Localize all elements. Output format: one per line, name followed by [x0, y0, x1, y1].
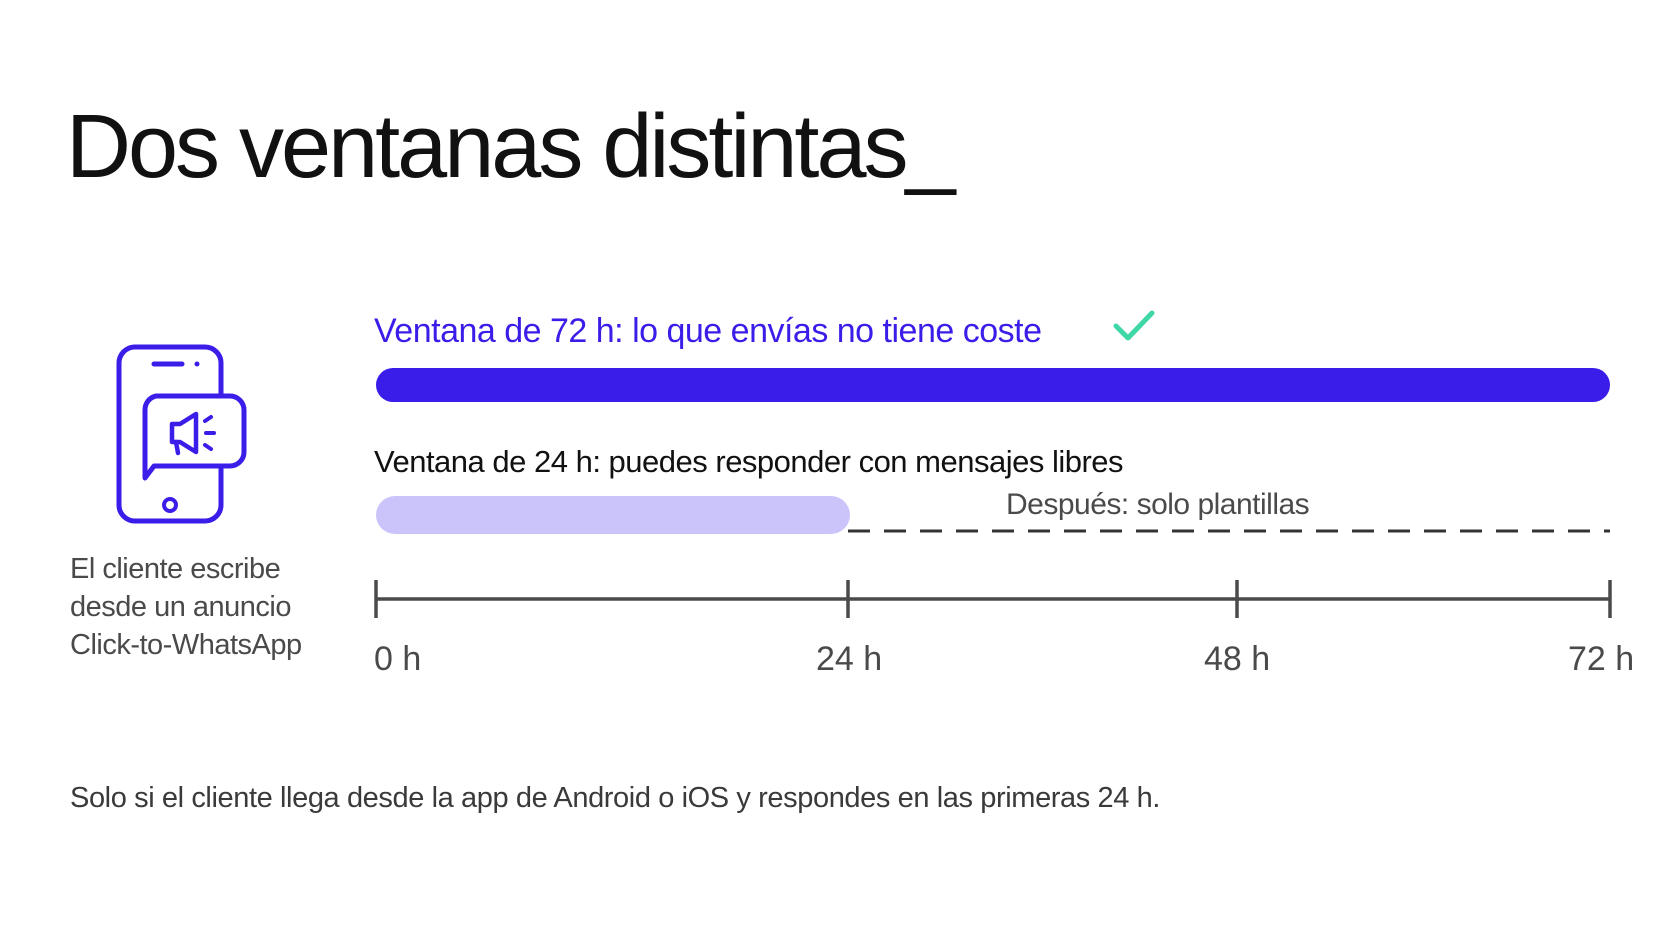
tick-label-0h: 0 h: [374, 640, 422, 678]
phone-megaphone-icon: [112, 340, 257, 530]
templates-only-dashed-line: [848, 529, 1610, 533]
icon-caption: El cliente escribe desde un anuncio Clic…: [70, 550, 340, 664]
caption-line: El cliente escribe: [70, 553, 281, 585]
window-24h-label: Ventana de 24 h: puedes responder con me…: [374, 444, 1124, 479]
caption-line: desde un anuncio: [70, 591, 291, 623]
window-24h-bar: [376, 496, 850, 534]
page-title: Dos ventanas distintas_: [66, 97, 956, 197]
timeline-axis: [374, 580, 1612, 618]
caption-line: Click-to-WhatsApp: [70, 629, 302, 661]
window-72h-label: Ventana de 72 h: lo que envías no tiene …: [374, 312, 1042, 350]
tick-label-24h: 24 h: [816, 640, 883, 678]
after-window-label: Después: solo plantillas: [1006, 488, 1310, 521]
footnote: Solo si el cliente llega desde la app de…: [70, 782, 1161, 814]
tick-label-48h: 48 h: [1204, 640, 1271, 678]
check-icon: [1113, 310, 1155, 341]
tick-label-72h: 72 h: [1568, 640, 1635, 678]
window-72h-bar: [376, 368, 1610, 402]
